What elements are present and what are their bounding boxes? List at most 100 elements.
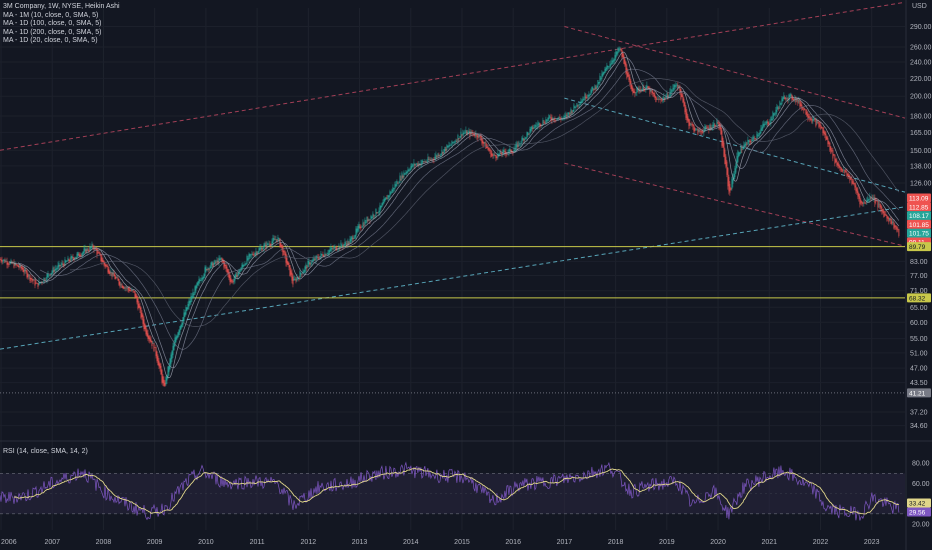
candle-body	[700, 130, 702, 132]
candle-body	[369, 219, 371, 221]
candle-body	[734, 168, 736, 178]
candle-body	[257, 251, 259, 254]
candle-body	[730, 188, 732, 190]
time-axis[interactable]: 2006 2007 2008 2009 2010 2011 2012 2013 2014 2015…	[1, 539, 880, 546]
candle-body	[434, 156, 436, 160]
candle-body	[416, 163, 418, 165]
candle-body	[895, 226, 897, 229]
candle-body	[646, 84, 648, 89]
candle-body	[713, 122, 715, 127]
candle-body	[6, 261, 8, 265]
candle-body	[544, 122, 546, 124]
candle-body	[567, 112, 569, 116]
candle-body	[785, 98, 787, 100]
candle-body	[341, 245, 343, 246]
indicator-ma-1d-200[interactable]: MA - 1D (200, close, 0, SMA, 5)	[3, 28, 102, 36]
candle-body	[577, 105, 579, 106]
candle-body	[223, 260, 225, 268]
candle-body	[829, 142, 831, 151]
candle-body	[169, 358, 171, 370]
candle-body	[63, 264, 65, 267]
candle-body	[571, 111, 573, 113]
candle-body	[882, 209, 884, 213]
candle-body	[409, 169, 411, 171]
candle-body	[606, 65, 608, 70]
candle-body	[300, 272, 302, 275]
candle-body	[89, 246, 91, 251]
candle-body	[480, 136, 482, 141]
candle-body	[862, 202, 864, 204]
currency-label: USD	[912, 3, 927, 10]
trendline-2[interactable]	[564, 162, 906, 247]
candle-body	[553, 118, 555, 121]
candle-body	[24, 269, 26, 272]
candle-body	[506, 153, 508, 154]
candle-body	[79, 254, 81, 256]
candle-body	[554, 119, 556, 121]
candle-body	[495, 155, 497, 159]
candle-body	[285, 253, 287, 263]
candle-body	[28, 274, 30, 276]
candle-body	[773, 113, 775, 116]
candle-body	[513, 150, 515, 153]
candle-body	[841, 168, 843, 172]
candle-body	[233, 279, 235, 282]
candle-body	[669, 92, 671, 97]
candle-body	[132, 290, 134, 292]
trendline-4[interactable]	[0, 206, 906, 350]
candle-body	[14, 262, 16, 266]
candle-body	[465, 130, 467, 133]
candle-body	[353, 237, 355, 239]
candle-body	[828, 141, 830, 145]
candle-body	[472, 133, 474, 134]
trendlines[interactable]	[0, 1, 906, 350]
symbol-title[interactable]: 3M Company, 1W, NYSE, Heikin Ashi	[3, 3, 120, 10]
trendline-1[interactable]	[564, 26, 906, 119]
candle-body	[657, 98, 659, 100]
candle-body	[134, 291, 136, 298]
candle-body	[197, 281, 199, 286]
candle-body	[78, 253, 80, 256]
rsi-indicator-title[interactable]: RSI (14, close, SMA, 14, 2)	[3, 448, 88, 455]
candle-body	[594, 85, 596, 90]
candle-body	[385, 197, 387, 200]
candle-body	[252, 254, 254, 255]
candle-body	[154, 347, 156, 348]
candle-body	[200, 280, 202, 281]
candle-body	[324, 252, 326, 257]
indicator-ma-1d-100[interactable]: MA - 1D (100, close, 0, SMA, 5)	[3, 20, 102, 28]
candle-body	[605, 67, 607, 71]
trendline-3[interactable]	[564, 97, 906, 193]
candle-body	[265, 244, 267, 248]
trendline-0[interactable]	[0, 1, 906, 151]
candle-body	[432, 158, 434, 160]
year-tick-2016: 2016	[505, 539, 521, 546]
candle-body	[811, 119, 813, 123]
candle-body	[750, 141, 752, 143]
price-label-7-bg	[907, 293, 931, 303]
price-tick-label: 165.00	[910, 130, 932, 137]
candle-body	[812, 118, 814, 121]
candle-body	[788, 95, 790, 100]
candle-body	[552, 117, 554, 120]
candle-body	[580, 101, 582, 105]
price-axis[interactable]: 290.00 260.00 240.00 220.00 200.00 180.00 165.…	[910, 24, 932, 528]
candle-body	[183, 312, 185, 321]
candle-body	[559, 117, 561, 119]
rsi-tick-label: 20.00	[912, 521, 930, 528]
indicator-ma-1m-10[interactable]: MA - 1M (10, close, 0, SMA, 5)	[3, 11, 99, 19]
candle-body	[486, 145, 488, 148]
indicator-ma-1d-20[interactable]: MA - 1D (20, close, 0, SMA, 5)	[3, 37, 98, 45]
candle-body	[741, 149, 743, 151]
candle-body	[426, 161, 428, 162]
candle-body	[401, 172, 403, 180]
candle-body	[463, 132, 465, 134]
candle-body	[651, 90, 653, 94]
candle-body	[549, 116, 551, 118]
candle-body	[347, 240, 349, 245]
candle-body	[228, 271, 230, 279]
candle-body	[281, 244, 283, 249]
price-tick-label: 55.00	[910, 336, 928, 343]
candle-body	[242, 264, 244, 268]
